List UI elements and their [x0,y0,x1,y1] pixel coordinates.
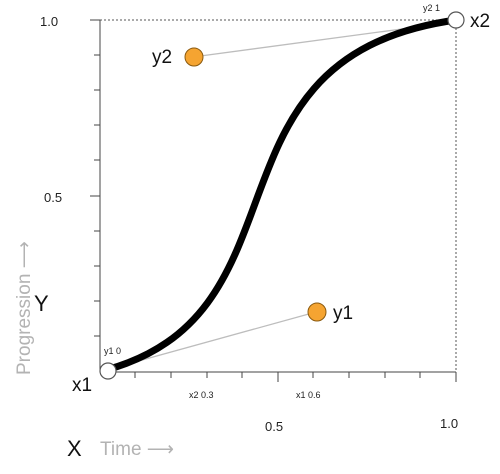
y-axis-ticks [90,19,100,337]
control-point-1-label: y1 [333,303,353,324]
start-point-value-label: y1 0 [104,346,121,356]
y-axis-title: Progression ⟶ [14,241,35,375]
start-point-label: x1 [72,375,92,396]
start-point-handle[interactable] [99,362,117,380]
control-point-2-handle[interactable] [184,47,204,67]
y-axis-letter: Y [34,291,49,316]
control-point-2-label: y2 [152,47,172,68]
x-axis-letter: X [67,436,82,461]
end-point-label: x2 [470,11,490,32]
y-tick-label-top: 1.0 [40,14,58,29]
control-point-1-handle[interactable] [307,302,327,322]
easing-curve [102,16,460,374]
x-axis-title: Time ⟶ [100,439,174,460]
end-point-value-label: y2 1 [423,3,440,13]
x-tick-label-right: 1.0 [440,416,458,431]
y-tick-label-mid: 0.5 [44,190,62,205]
x-tick-label-mid: 0.5 [265,419,283,434]
control-point-2-x-value: x2 0.3 [189,390,214,400]
end-point-handle[interactable] [447,11,465,29]
control-point-1-x-value: x1 0.6 [296,390,321,400]
x-axis-ticks [134,372,457,382]
